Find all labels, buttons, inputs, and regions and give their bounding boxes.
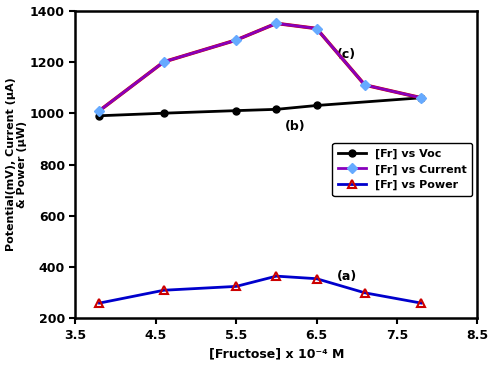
- [Fr] vs Current: [96, 108, 102, 113]
- [Fr] vs Voc: [273, 107, 279, 112]
- [Fr] vs Power: [418, 301, 424, 305]
- Text: (b): (b): [285, 120, 305, 133]
- X-axis label: [Fructose] x 10⁻⁴ M: [Fructose] x 10⁻⁴ M: [208, 347, 344, 361]
- [Fr] vs Power: [233, 284, 239, 289]
- Text: (a): (a): [337, 270, 357, 283]
- [Fr] vs Voc: [314, 103, 320, 108]
- [Fr] vs Current: [161, 60, 167, 64]
- Legend: [Fr] vs Voc, [Fr] vs Current, [Fr] vs Power: [Fr] vs Voc, [Fr] vs Current, [Fr] vs Po…: [332, 143, 472, 196]
- Line: [Fr] vs Current: [Fr] vs Current: [96, 20, 424, 114]
- [Fr] vs Power: [161, 288, 167, 292]
- [Fr] vs Power: [96, 301, 102, 305]
- [Fr] vs Current: [233, 38, 239, 42]
- Line: [Fr] vs Power: [Fr] vs Power: [95, 272, 425, 307]
- [Fr] vs Voc: [233, 108, 239, 113]
- [Fr] vs Power: [273, 274, 279, 278]
- Text: (c): (c): [337, 48, 356, 61]
- [Fr] vs Current: [362, 83, 368, 87]
- [Fr] vs Current: [418, 96, 424, 100]
- Y-axis label: Potential(mV), Current (μA)
& Power (μW): Potential(mV), Current (μA) & Power (μW): [5, 78, 27, 251]
- [Fr] vs Voc: [161, 111, 167, 115]
- [Fr] vs Voc: [418, 96, 424, 100]
- [Fr] vs Current: [273, 21, 279, 26]
- [Fr] vs Power: [362, 291, 368, 295]
- Line: [Fr] vs Voc: [Fr] vs Voc: [96, 94, 424, 119]
- [Fr] vs Power: [314, 276, 320, 281]
- [Fr] vs Current: [314, 26, 320, 31]
- [Fr] vs Voc: [96, 113, 102, 118]
